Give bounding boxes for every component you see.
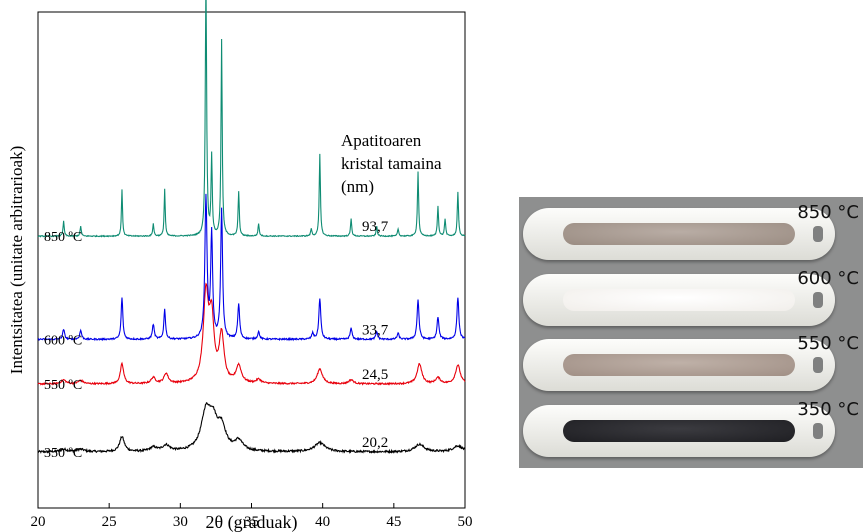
series-line-350-c [37,402,466,454]
x-axis-label: 2θ (graduak) [205,512,297,532]
series-labels: 350 ºC 20,2 550 ºC 24,5 600 ºC 33,7 850 ºC 93,7… [44,131,442,461]
annotation-header-line: Apatitoaren [341,131,422,150]
x-tick-label: 40 [315,514,330,530]
boat-hole [813,423,823,439]
crystal-size-label: 20,2 [362,435,388,451]
powder-sample [563,289,795,311]
sample-boat [523,339,835,391]
sample-boat [523,208,835,260]
powder-sample [563,420,795,442]
x-tick-label: 25 [102,514,117,530]
x-tick-label: 50 [458,514,473,530]
crystal-size-label: 93,7 [362,219,389,235]
temperature-label: 600 °C [797,268,859,289]
traces [37,0,466,454]
axes: 20 25 30 35 40 45 50 2θ (graduak) Intentsitatea … [7,11,473,532]
x-tick-label: 30 [173,514,188,530]
series-name-label: 600 ºC [44,333,82,348]
plot-frame [37,11,466,509]
crystal-size-label: 24,5 [362,367,388,383]
x-tick-label: 45 [386,514,401,530]
sample-boat [523,405,835,457]
series-name-label: 850 ºC [44,230,82,245]
boat-hole [813,226,823,242]
temperature-label: 350 °C [797,399,859,420]
powder-sample [563,223,795,245]
sample-boat [523,274,835,326]
annotation-header-line: (nm) [341,177,374,196]
powder-sample [563,354,795,376]
crystal-size-label: 33,7 [362,322,389,338]
temperature-label: 550 °C [797,333,859,354]
x-tick-label: 35 [244,514,259,530]
series-line-850-c [37,0,466,238]
x-tick-label: 20 [31,514,46,530]
boat-hole [813,292,823,308]
temperature-label: 850 °C [797,202,859,223]
boat-hole [813,357,823,373]
y-axis-label: Intentsitatea (unitate arbitrarioak) [7,146,26,374]
annotation-header-line: kristal tamaina [341,154,442,173]
sample-photo: 850 °C 600 °C 550 °C 350 °C [519,197,863,468]
series-line-550-c [37,282,466,386]
series-name-label: 550 ºC [44,378,82,393]
series-line-600-c [37,193,466,342]
series-name-label: 350 ºC [44,446,82,461]
